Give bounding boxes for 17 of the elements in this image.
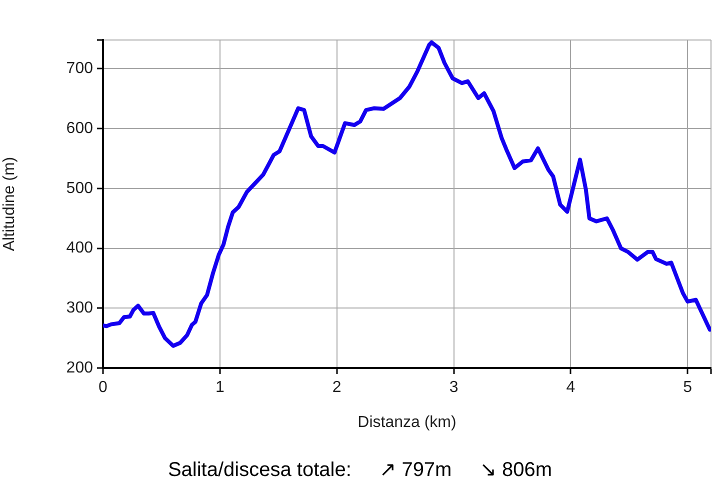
x-tick-label: 1	[215, 379, 224, 396]
y-axis-title: Altitudine (m)	[1, 156, 18, 252]
text: ↘ 806m	[480, 458, 552, 482]
y-tick-label: 700	[66, 60, 94, 78]
y-tick-label: 600	[66, 120, 94, 137]
text: Salita/discesa totale:	[168, 458, 352, 482]
x-tick-label: 4	[566, 379, 576, 396]
y-tick-label: 400	[66, 240, 94, 257]
y-tick-label: 500	[66, 180, 94, 197]
x-tick-label: 2	[332, 379, 342, 396]
x-tick-label: 5	[683, 379, 692, 396]
text: ↗ 797m	[379, 458, 452, 482]
y-tick-label: 300	[66, 300, 94, 317]
x-tick-label: 0	[98, 379, 108, 396]
x-axis-title: Distanza (km)	[358, 414, 456, 431]
x-tick-label: 3	[449, 379, 458, 396]
y-tick-label: 200	[66, 359, 94, 376]
